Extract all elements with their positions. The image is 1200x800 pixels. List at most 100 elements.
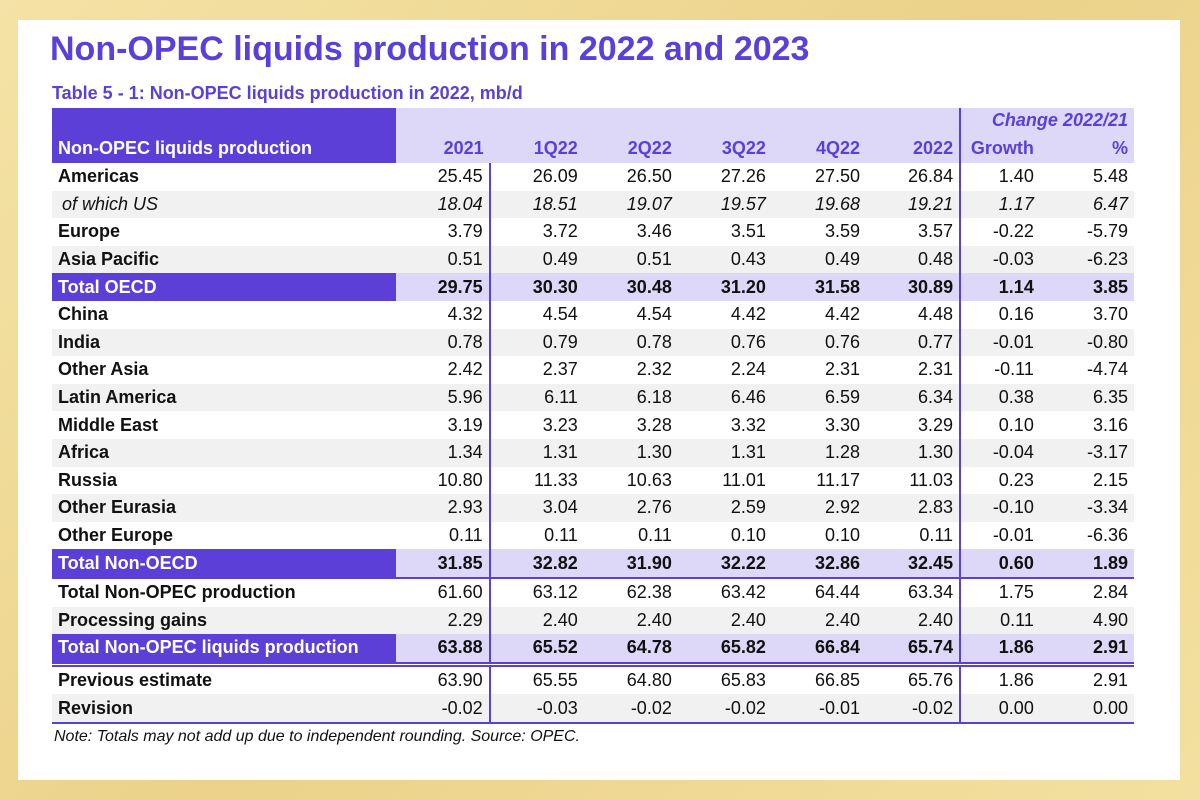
value-cell: 2.92 — [771, 494, 866, 522]
value-cell: -0.11 — [994, 359, 1034, 380]
value-cell: 19.21 — [866, 190, 962, 219]
value-cell: 3.29 — [866, 411, 962, 439]
value-cell: 0.43 — [677, 245, 772, 274]
value-cell: 1.28 — [771, 438, 866, 467]
value-cell: 0.49 — [489, 245, 584, 274]
table-row: India 0.78 0.79 0.78 0.76 0.76 0.77 -0.01 -0.80 — [52, 328, 1134, 357]
value-cell: 2.31 — [866, 356, 962, 384]
value-cell: 1.34 — [395, 438, 491, 467]
value-cell: 0.51 — [395, 245, 491, 274]
page-title: Non-OPEC liquids production in 2022 and … — [50, 30, 810, 68]
value-cell: 0.79 — [489, 328, 584, 357]
value-cell: 4.54 — [636, 304, 672, 325]
value-cell: 31.85 — [395, 549, 491, 578]
row-label: Previous estimate — [52, 661, 396, 695]
value-cell: 0.16 — [998, 304, 1034, 325]
value-cell: -0.04 — [960, 438, 1040, 467]
value-cell: 3.28 — [636, 414, 672, 435]
value-cell: 4.42 — [730, 304, 766, 325]
table-body: Americas 25.45 26.09 26.50 27.26 27.50 26.84 1.… — [52, 163, 1134, 724]
value-cell: -5.79 — [1086, 221, 1128, 242]
header-2q22: 2Q22 — [583, 133, 678, 163]
value-cell: 1.30 — [866, 438, 962, 467]
footnote: Note: Totals may not add up due to indep… — [54, 728, 580, 745]
production-table: Change 2022/21 Non-OPEC liquids producti… — [52, 108, 1134, 724]
value-cell: 18.04 — [395, 190, 491, 219]
value-cell: 11.17 — [816, 469, 860, 490]
value-cell: 1.86 — [960, 634, 1040, 665]
value-cell: 63.88 — [395, 634, 491, 665]
value-cell: -0.02 — [677, 694, 772, 724]
value-cell: 5.96 — [395, 383, 491, 412]
value-cell: 1.86 — [960, 661, 1040, 695]
value-cell: 63.42 — [677, 576, 772, 607]
report-card: Non-OPEC liquids production in 2022 and … — [18, 20, 1180, 780]
value-cell: 0.78 — [395, 328, 491, 357]
header-percent: % — [1039, 133, 1134, 163]
value-cell: 4.42 — [824, 304, 860, 325]
value-cell: 0.10 — [998, 414, 1034, 435]
header-row-top: Change 2022/21 — [52, 108, 1134, 133]
value-cell: 6.18 — [583, 383, 678, 412]
value-cell: 32.86 — [771, 549, 866, 578]
value-cell: 62.38 — [583, 576, 678, 607]
value-cell: 63.90 — [395, 661, 491, 695]
value-cell: 65.74 — [866, 634, 962, 665]
header-label: Non-OPEC liquids production — [52, 133, 396, 163]
value-cell: 0.11 — [544, 525, 578, 546]
table-row: Other Asia 2.42 2.37 2.32 2.24 2.31 2.31 -0.11 -… — [52, 356, 1134, 384]
value-cell: 2.84 — [1039, 576, 1134, 607]
value-cell: 65.76 — [866, 661, 962, 695]
row-label: Asia Pacific — [52, 245, 396, 274]
value-cell: 6.59 — [771, 383, 866, 412]
value-cell: -6.23 — [1039, 245, 1134, 274]
value-cell: 3.51 — [730, 221, 766, 242]
row-label: Other Asia — [58, 359, 149, 380]
value-cell: 6.47 — [1039, 190, 1134, 219]
table-row: Africa 1.34 1.31 1.30 1.31 1.28 1.30 -0.04 -3.17 — [52, 438, 1134, 467]
value-cell: 61.60 — [395, 576, 491, 607]
value-cell: 30.48 — [583, 273, 678, 301]
value-cell: 30.30 — [489, 273, 584, 301]
value-cell: 65.55 — [489, 661, 584, 695]
value-cell: 4.90 — [1039, 606, 1134, 635]
value-cell: -0.03 — [960, 245, 1040, 274]
value-cell: 32.45 — [866, 549, 962, 578]
table-row: Europe 3.79 3.72 3.46 3.51 3.59 3.57 -0.22 -5.79 — [52, 218, 1134, 246]
row-label: of which US — [52, 190, 396, 219]
value-cell: 11.33 — [534, 469, 578, 490]
value-cell: -0.02 — [583, 694, 678, 724]
value-cell: 2.76 — [583, 494, 678, 522]
value-cell: -0.03 — [489, 694, 584, 724]
value-cell: 2.24 — [730, 359, 766, 380]
value-cell: 3.19 — [395, 411, 491, 439]
table-caption: Table 5 - 1: Non-OPEC liquids production… — [52, 83, 523, 103]
value-cell: 2.29 — [395, 606, 491, 635]
value-cell: 0.11 — [866, 521, 962, 550]
value-cell: -3.17 — [1039, 438, 1134, 467]
row-label: Total Non-OPEC liquids production — [52, 634, 396, 665]
table-row: Latin America 5.96 6.11 6.18 6.46 6.59 6.34 0.3… — [52, 383, 1134, 412]
row-label: India — [52, 328, 396, 357]
value-cell: 0.11 — [638, 525, 672, 546]
value-cell: -0.22 — [992, 221, 1034, 242]
header-4q22: 4Q22 — [771, 133, 866, 163]
value-cell: 64.80 — [583, 661, 678, 695]
value-cell: 0.10 — [730, 525, 766, 546]
value-cell: 66.84 — [771, 634, 866, 665]
table-row: Russia 10.80 11.33 10.63 11.01 11.17 11.03 0.23… — [52, 466, 1134, 495]
value-cell: 0.38 — [960, 383, 1040, 412]
value-cell: 65.83 — [677, 661, 772, 695]
value-cell: 6.46 — [677, 383, 772, 412]
header-growth: Growth — [960, 133, 1040, 163]
value-cell: 0.11 — [395, 521, 491, 550]
value-cell: 66.85 — [771, 661, 866, 695]
value-cell: 1.89 — [1039, 549, 1134, 578]
value-cell: 1.75 — [960, 576, 1040, 607]
value-cell: 3.16 — [1092, 414, 1128, 435]
value-cell: 3.79 — [395, 218, 491, 246]
value-cell: 0.10 — [824, 525, 860, 546]
value-cell: -0.01 — [992, 525, 1034, 546]
row-label: Europe — [58, 221, 121, 242]
value-cell: 11.03 — [866, 466, 962, 495]
